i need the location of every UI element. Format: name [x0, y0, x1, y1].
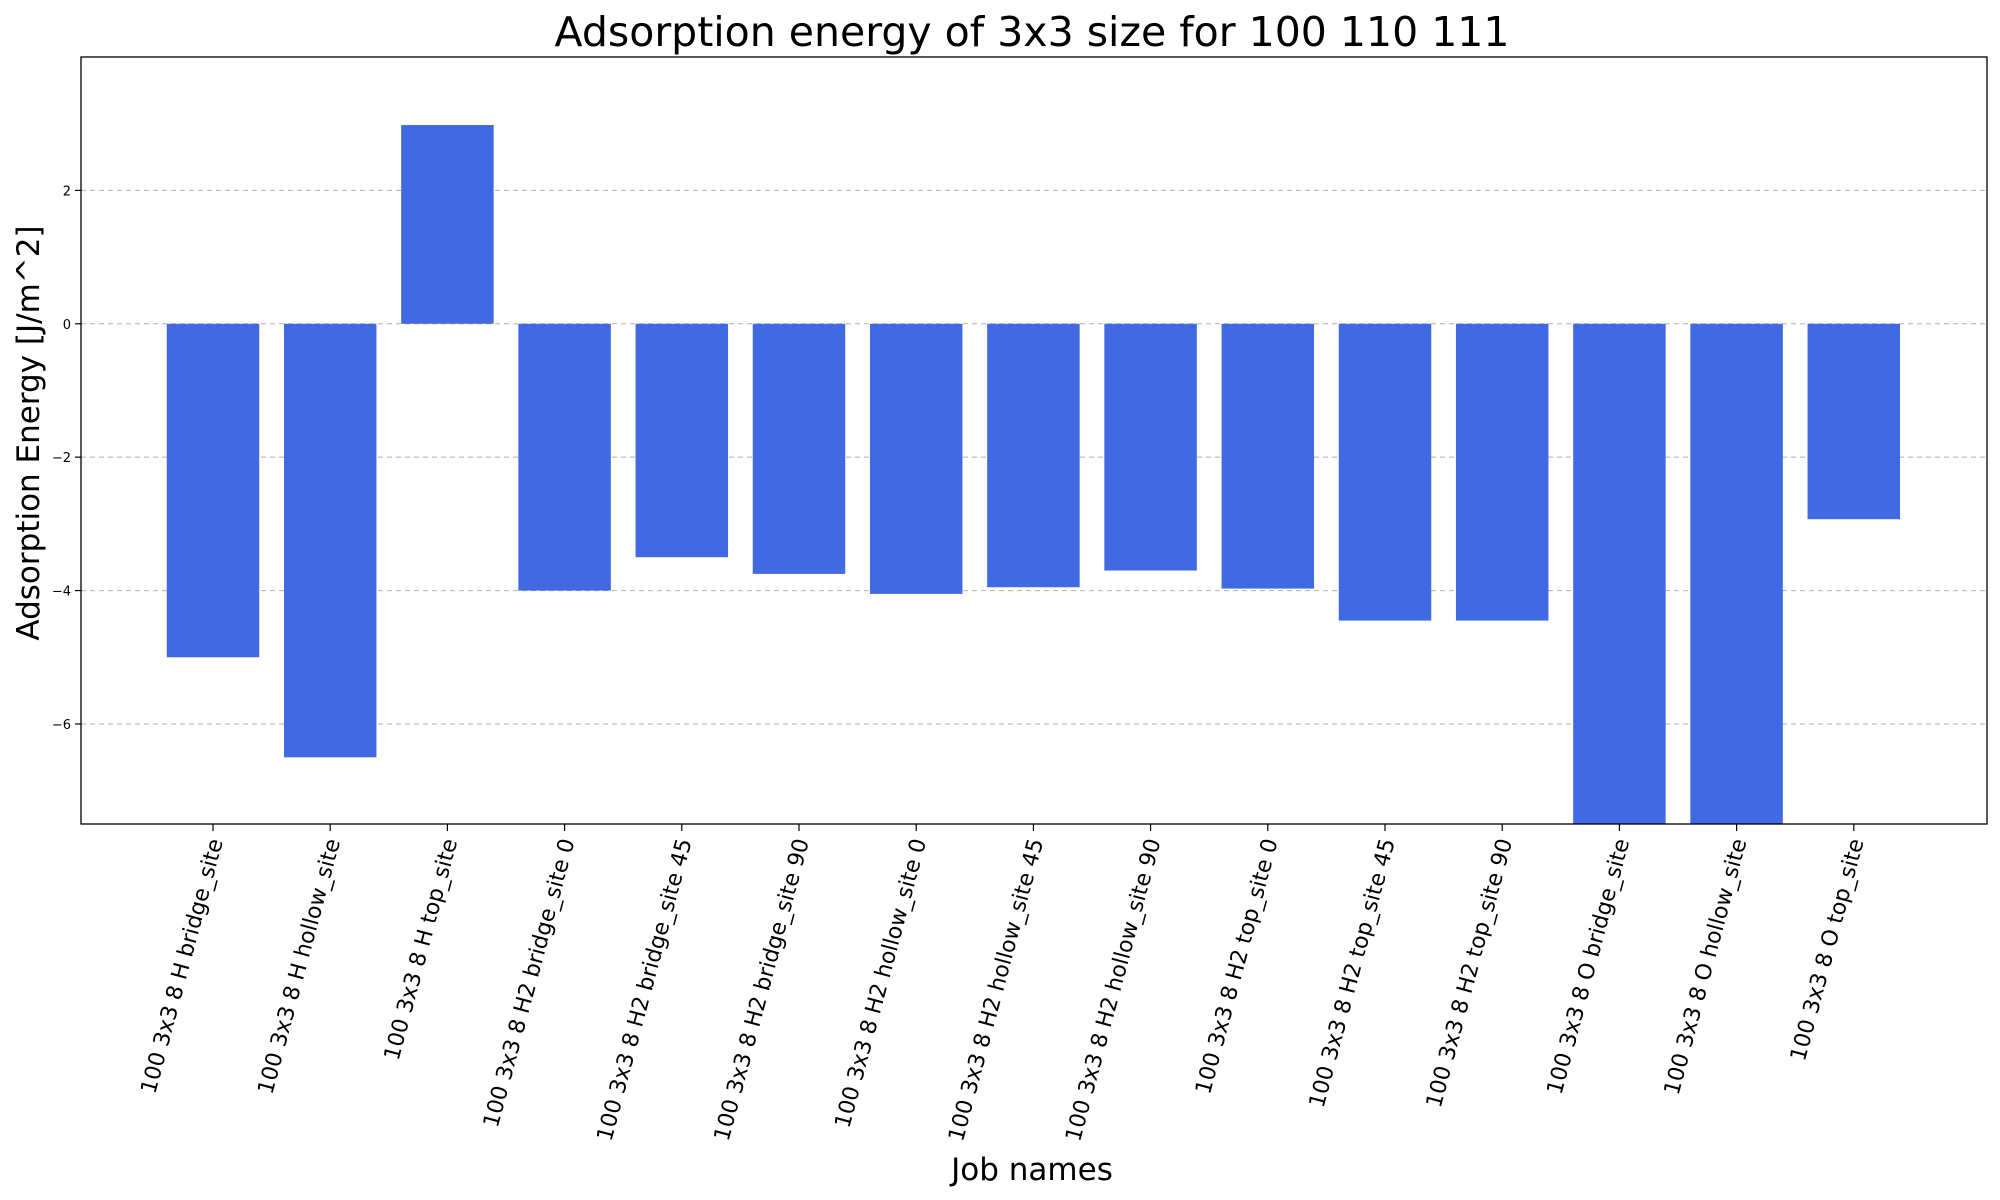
x-tick-label: 100 3x3 8 H2 top_site 90	[1422, 836, 1518, 1110]
y-tick-label: 0	[63, 318, 71, 333]
x-tick-label: 100 3x3 8 O hollow_site	[1660, 836, 1753, 1098]
bar	[1221, 323, 1315, 589]
bar	[752, 323, 846, 574]
y-axis-ticks: 2 0 −2 −4 −6	[52, 184, 81, 733]
bar	[401, 125, 494, 324]
bar	[1338, 323, 1432, 621]
x-tick-label: 100 3x3 8 H top_site	[380, 836, 463, 1063]
x-tick-label: 100 3x3 8 H hollow_site	[254, 836, 346, 1097]
y-tick-label: 2	[63, 184, 71, 199]
bar	[166, 323, 260, 658]
x-axis-ticks: 100 3x3 8 H bridge_site 100 3x3 8 H hollo…	[137, 824, 1870, 1144]
bar	[987, 323, 1080, 588]
x-tick-label: 100 3x3 8 H2 bridge_site 90	[710, 836, 815, 1144]
bar	[635, 323, 729, 558]
x-tick-label: 100 3x3 8 H bridge_site	[137, 836, 229, 1096]
bar	[1807, 323, 1901, 520]
x-tick-label: 100 3x3 8 O bridge_site	[1543, 836, 1635, 1097]
y-tick-label: −6	[52, 718, 71, 733]
x-tick-label: 100 3x3 8 H2 hollow_site 90	[1061, 836, 1166, 1144]
bar	[1690, 323, 1783, 824]
x-tick-label: 100 3x3 8 H2 hollow_site 0	[831, 836, 932, 1131]
bar	[518, 323, 611, 591]
y-tick-label: −4	[52, 585, 71, 600]
x-tick-label: 100 3x3 8 H2 bridge_site 45	[593, 836, 698, 1144]
bar	[1455, 323, 1549, 621]
x-tick-label: 100 3x3 8 H2 bridge_site 0	[479, 836, 580, 1130]
bar	[283, 323, 377, 758]
x-tick-label: 100 3x3 8 H2 top_site 0	[1191, 836, 1283, 1097]
bar	[1104, 323, 1197, 571]
bar	[1573, 323, 1666, 824]
x-tick-label: 100 3x3 8 H2 hollow_site 45	[944, 836, 1049, 1144]
y-tick-label: −2	[52, 451, 71, 466]
x-axis-label: Job names	[949, 1152, 1113, 1188]
grid-lines	[81, 189, 1987, 725]
x-tick-label: 100 3x3 8 H2 top_site 45	[1305, 836, 1401, 1110]
bar	[869, 323, 963, 594]
x-tick-label: 100 3x3 8 O top_site	[1786, 836, 1869, 1064]
chart-title: Adsorption energy of 3x3 size for 100 11…	[555, 8, 1510, 56]
bars	[166, 125, 1901, 824]
y-axis-label: Adsorption Energy [J/m^2]	[11, 225, 47, 640]
